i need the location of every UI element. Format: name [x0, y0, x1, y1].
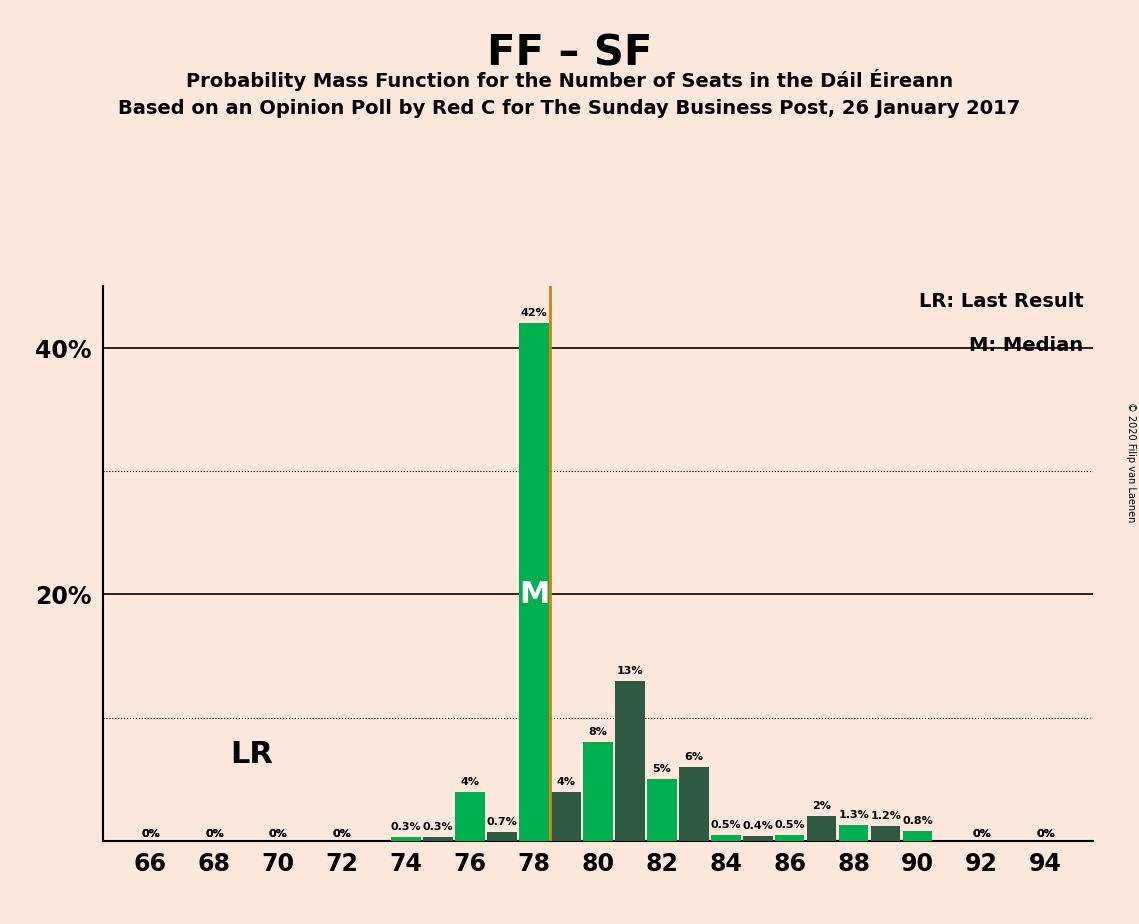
Text: 0%: 0%: [1036, 829, 1055, 839]
Text: 0.7%: 0.7%: [486, 818, 517, 827]
Text: LR: LR: [230, 740, 273, 769]
Text: 0.5%: 0.5%: [775, 820, 805, 830]
Bar: [871, 826, 900, 841]
Text: 0%: 0%: [205, 829, 223, 839]
Bar: [392, 837, 421, 841]
Text: 2%: 2%: [812, 801, 831, 811]
Text: 0%: 0%: [269, 829, 288, 839]
Text: 0%: 0%: [1036, 829, 1055, 839]
Bar: [519, 323, 549, 841]
Text: FF – SF: FF – SF: [486, 32, 653, 74]
Bar: [456, 792, 485, 841]
Text: 42%: 42%: [521, 309, 548, 319]
Bar: [711, 834, 740, 841]
Text: M: Median: M: Median: [969, 336, 1083, 356]
Text: 0%: 0%: [333, 829, 352, 839]
Text: Probability Mass Function for the Number of Seats in the Dáil Éireann: Probability Mass Function for the Number…: [186, 69, 953, 91]
Bar: [647, 779, 677, 841]
Bar: [679, 767, 708, 841]
Text: 0.4%: 0.4%: [743, 821, 773, 831]
Text: 0%: 0%: [973, 829, 991, 839]
Bar: [615, 681, 645, 841]
Bar: [775, 834, 804, 841]
Text: 8%: 8%: [589, 727, 607, 737]
Text: 0.5%: 0.5%: [711, 820, 741, 830]
Bar: [551, 792, 581, 841]
Text: 0%: 0%: [333, 829, 352, 839]
Text: 4%: 4%: [460, 777, 480, 786]
Bar: [487, 833, 517, 841]
Bar: [583, 742, 613, 841]
Text: 6%: 6%: [685, 752, 704, 762]
Bar: [808, 816, 836, 841]
Text: 0%: 0%: [269, 829, 288, 839]
Text: Based on an Opinion Poll by Red C for The Sunday Business Post, 26 January 2017: Based on an Opinion Poll by Red C for Th…: [118, 99, 1021, 118]
Bar: [903, 831, 933, 841]
Text: © 2020 Filip van Laenen: © 2020 Filip van Laenen: [1125, 402, 1136, 522]
Text: 0.3%: 0.3%: [391, 822, 421, 833]
Text: M: M: [519, 580, 549, 609]
Text: 0%: 0%: [141, 829, 159, 839]
Bar: [424, 837, 453, 841]
Text: 1.3%: 1.3%: [838, 810, 869, 820]
Text: 0%: 0%: [205, 829, 223, 839]
Text: 13%: 13%: [616, 666, 644, 675]
Text: 0.3%: 0.3%: [423, 822, 453, 833]
Text: LR: Last Result: LR: Last Result: [919, 292, 1083, 311]
Bar: [839, 825, 868, 841]
Bar: [743, 836, 772, 841]
Text: 0.8%: 0.8%: [902, 816, 933, 826]
Text: 5%: 5%: [653, 764, 671, 774]
Text: 1.2%: 1.2%: [870, 811, 901, 821]
Text: 4%: 4%: [557, 777, 575, 786]
Text: 0%: 0%: [141, 829, 159, 839]
Text: 0%: 0%: [973, 829, 991, 839]
